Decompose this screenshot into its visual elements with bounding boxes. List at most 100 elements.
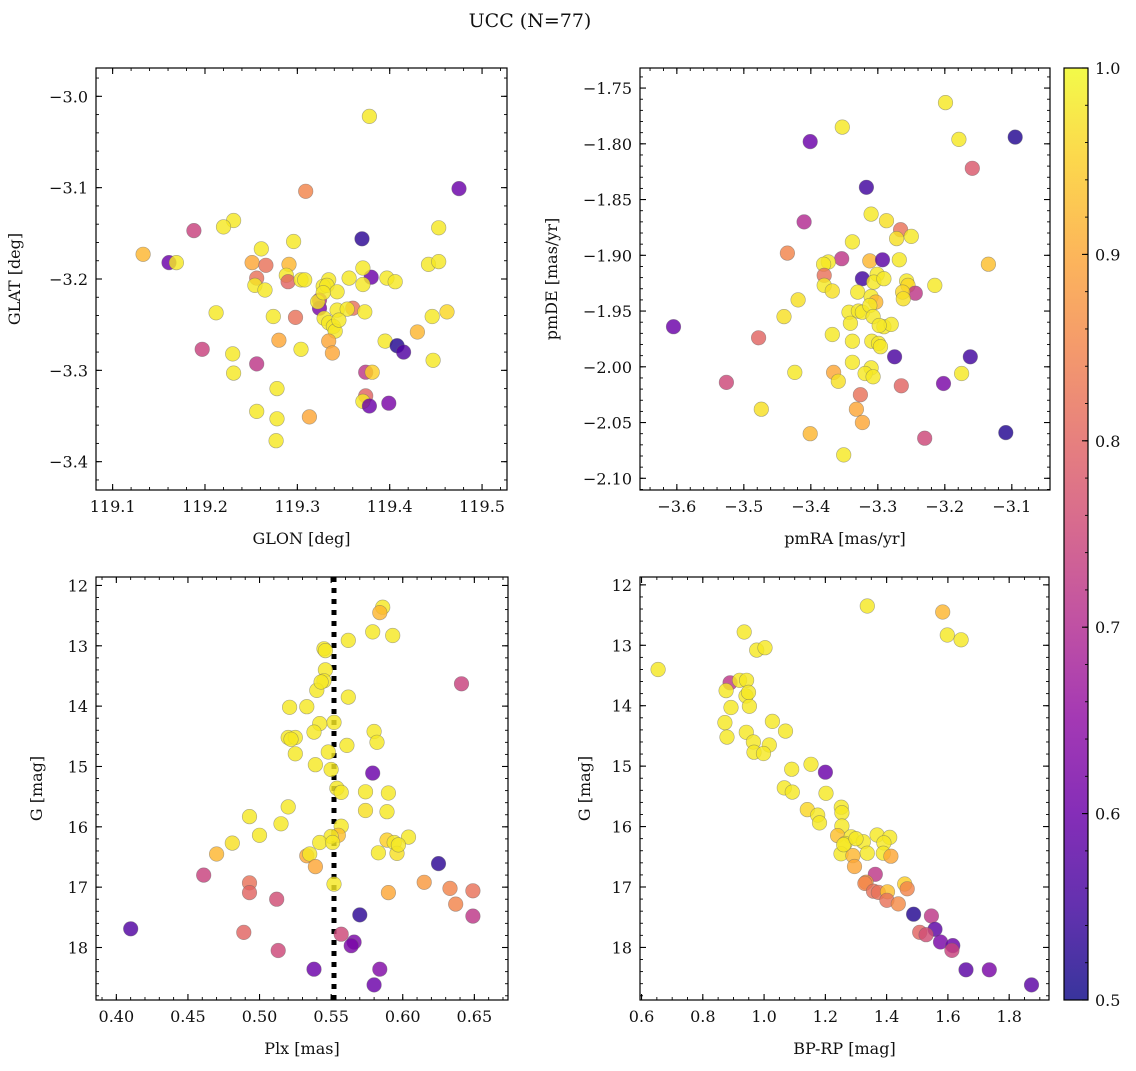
data-point	[1007, 129, 1023, 145]
y-tick-label: 13	[612, 636, 632, 655]
data-point	[953, 365, 970, 382]
x-tick-label: 119.1	[90, 497, 136, 516]
y-tick-label: −1.85	[583, 191, 632, 210]
data-point	[439, 304, 455, 320]
data-point	[361, 398, 378, 414]
data-point	[787, 364, 803, 381]
data-point	[236, 924, 252, 941]
x-tick-label: 119.2	[182, 497, 228, 516]
points-group	[123, 577, 481, 1000]
data-point	[650, 661, 666, 678]
data-point	[923, 908, 940, 924]
data-point	[396, 344, 412, 360]
scatter-panel-1: 119.1 119.2 119.3 119.4 119.5 −3.4 −3.3 −3.2 −3.…	[5, 67, 508, 548]
data-point	[981, 962, 997, 978]
data-point	[917, 430, 933, 446]
data-point	[365, 624, 381, 640]
data-point	[886, 349, 903, 365]
y-tick-label: −3.2	[49, 270, 88, 289]
colorbar-tick-label: 0.9	[1095, 245, 1120, 264]
data-point	[859, 845, 875, 861]
x-tick-label: 1.2	[813, 1007, 838, 1026]
x-tick-label: 1.6	[935, 1007, 960, 1026]
data-point	[425, 352, 441, 368]
data-point	[764, 713, 781, 730]
data-point	[465, 908, 481, 924]
data-point	[312, 834, 328, 851]
data-point	[876, 271, 892, 287]
data-point	[451, 181, 467, 197]
data-point	[369, 734, 385, 750]
data-point	[355, 260, 371, 276]
data-point	[287, 746, 303, 762]
scatter-panel-2: −3.6 −3.5 −3.4 −3.3 −3.2 −3.1 −2.10 −2.05 −2.00 −…	[542, 67, 1051, 548]
data-point	[269, 891, 285, 907]
y-tick-label: 12	[68, 576, 88, 595]
y-tick-label: −2.05	[583, 414, 632, 433]
data-point	[251, 827, 268, 843]
data-point	[750, 330, 767, 346]
data-point	[306, 961, 322, 977]
y-axis-label: pmDE [mas/yr]	[542, 218, 561, 341]
y-tick-label: 14	[68, 697, 88, 716]
data-point	[665, 319, 682, 335]
data-point	[834, 251, 850, 267]
data-point	[265, 308, 281, 325]
data-point	[400, 829, 417, 845]
y-tick-label: −3.1	[49, 179, 88, 198]
data-point	[818, 785, 834, 801]
x-axis-label: BP-RP [mag]	[793, 1039, 895, 1058]
data-point	[293, 341, 309, 357]
data-point	[333, 926, 349, 942]
data-point	[430, 855, 447, 872]
data-point	[186, 223, 202, 239]
data-point	[323, 761, 339, 778]
data-point	[918, 927, 934, 943]
x-tick-label: −3.6	[657, 497, 696, 516]
x-tick-label: 0.6	[629, 1007, 654, 1026]
data-point	[442, 880, 458, 897]
y-tick-label: 17	[612, 878, 632, 897]
data-point	[776, 309, 792, 325]
data-point	[824, 283, 840, 299]
data-point	[326, 714, 342, 731]
data-point	[939, 627, 955, 643]
data-point	[341, 270, 357, 286]
data-point	[741, 698, 758, 714]
data-point	[834, 119, 850, 135]
data-point	[287, 309, 304, 326]
y-tick-label: −3.3	[49, 361, 88, 380]
data-point	[862, 253, 878, 269]
data-point	[836, 837, 852, 853]
data-point	[817, 764, 834, 780]
data-point	[297, 272, 313, 288]
data-point	[385, 627, 401, 644]
x-tick-label: −3.1	[992, 497, 1031, 516]
data-point	[842, 315, 859, 331]
points-group	[135, 108, 467, 449]
points-group	[665, 94, 1023, 463]
data-point	[253, 241, 269, 257]
data-point	[790, 292, 806, 308]
data-point	[331, 312, 347, 328]
scatter-panel-4: 0.6 0.8 1.0 1.2 1.4 1.6 1.8 12 13 14 15 16 17 18 BP-RP…	[575, 576, 1050, 1058]
data-point	[465, 883, 481, 899]
data-point	[802, 134, 818, 150]
data-point	[717, 714, 733, 731]
data-point	[895, 291, 911, 307]
data-point	[448, 896, 464, 912]
data-point	[927, 277, 943, 294]
x-tick-label: −3.4	[791, 497, 830, 516]
colorbar-tick-label: 0.8	[1095, 432, 1120, 451]
data-point	[964, 160, 980, 176]
data-point	[379, 804, 395, 820]
data-point	[357, 802, 374, 819]
data-point	[258, 257, 274, 273]
data-point	[387, 274, 403, 290]
data-point	[899, 881, 915, 897]
data-point	[878, 213, 895, 229]
data-point	[736, 624, 752, 640]
data-point	[280, 799, 296, 815]
data-point	[453, 676, 470, 692]
data-point	[208, 305, 224, 321]
